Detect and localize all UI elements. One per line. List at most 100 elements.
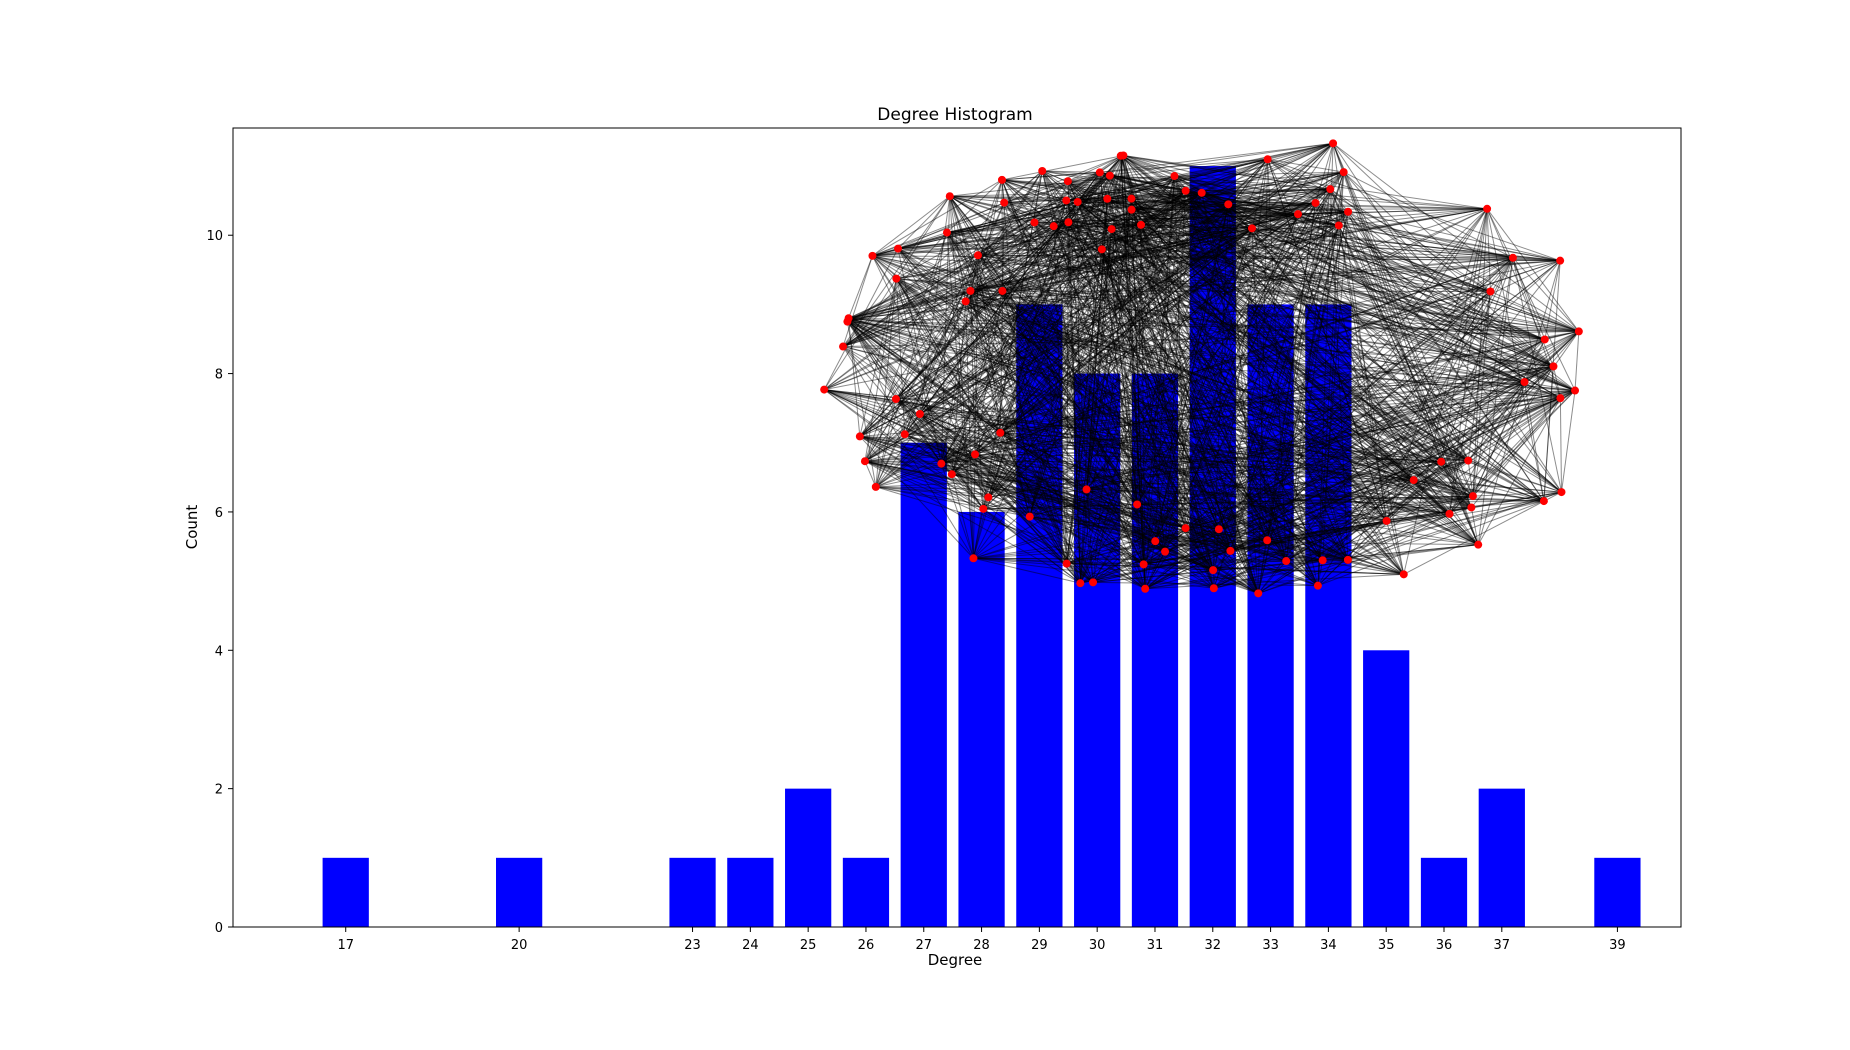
network-edge bbox=[1131, 198, 1442, 463]
network-node bbox=[1483, 204, 1492, 213]
network-edge bbox=[1227, 203, 1562, 493]
network-edge bbox=[1164, 397, 1561, 553]
network-edge bbox=[1033, 222, 1146, 589]
network-edge bbox=[1068, 155, 1124, 223]
network-edge bbox=[1004, 175, 1110, 204]
network-node bbox=[915, 409, 924, 418]
network-edge bbox=[974, 227, 1253, 455]
network-edge bbox=[1137, 460, 1469, 505]
network-edge bbox=[872, 158, 1268, 257]
network-edge bbox=[1185, 190, 1405, 575]
network-edge bbox=[1001, 179, 1576, 392]
network-edge bbox=[970, 211, 1349, 292]
network-edge bbox=[1140, 224, 1146, 589]
network-edge bbox=[946, 232, 1003, 292]
network-edge bbox=[1185, 190, 1469, 461]
network-edge bbox=[970, 208, 1488, 292]
network-edge bbox=[1120, 155, 1287, 562]
network-edge bbox=[904, 201, 1079, 435]
network-edge bbox=[1472, 397, 1561, 497]
network-edge bbox=[847, 321, 1474, 497]
network-edge bbox=[1140, 188, 1331, 226]
network-node bbox=[1062, 559, 1071, 568]
network-edge bbox=[1144, 365, 1554, 590]
network-edge bbox=[823, 228, 1112, 391]
network-edge bbox=[842, 158, 1268, 347]
network-edge bbox=[1140, 202, 1316, 226]
network-edge bbox=[951, 474, 974, 559]
network-edge bbox=[977, 254, 1231, 552]
network-edge bbox=[970, 290, 1554, 367]
network-edge bbox=[859, 435, 1479, 546]
network-edge bbox=[1467, 366, 1554, 461]
network-edge bbox=[848, 317, 1186, 529]
network-edge bbox=[1155, 513, 1450, 542]
network-edge bbox=[974, 290, 1003, 455]
network-edge bbox=[1107, 198, 1576, 392]
network-edge bbox=[1001, 290, 1145, 565]
network-edge bbox=[895, 290, 1003, 400]
network-edge bbox=[1329, 189, 1340, 226]
network-edge bbox=[941, 463, 1144, 565]
network-edge bbox=[1004, 180, 1069, 204]
network-edge bbox=[895, 248, 1103, 400]
network-edge bbox=[1101, 198, 1108, 250]
x-tick-label: 27 bbox=[915, 938, 932, 953]
network-edge bbox=[1386, 208, 1488, 522]
network-edge bbox=[823, 175, 1111, 391]
network-edge bbox=[965, 300, 1554, 367]
network-edge bbox=[973, 557, 1081, 584]
network-edge bbox=[864, 460, 1442, 463]
network-edge bbox=[919, 227, 1253, 415]
network-edge bbox=[1123, 154, 1339, 226]
network-edge bbox=[1486, 208, 1576, 391]
network-edge bbox=[847, 321, 1576, 392]
network-edge bbox=[898, 248, 1102, 250]
network-edge bbox=[1212, 539, 1268, 571]
network-edge bbox=[1131, 198, 1472, 508]
network-edge bbox=[848, 317, 1031, 517]
network-edge bbox=[1122, 155, 1405, 575]
network-edge bbox=[1155, 390, 1576, 542]
network-edge bbox=[1000, 390, 1576, 434]
network-edge bbox=[1029, 365, 1554, 518]
network-edge bbox=[949, 195, 1078, 203]
network-edge bbox=[1317, 291, 1491, 586]
network-edge bbox=[1086, 488, 1259, 594]
network-edge bbox=[1228, 203, 1488, 210]
bar-degree-37 bbox=[1478, 788, 1525, 927]
network-edge bbox=[946, 232, 1156, 542]
network-node bbox=[1151, 537, 1160, 546]
network-edge bbox=[1338, 225, 1479, 545]
network-edge bbox=[1002, 192, 1202, 292]
network-edge bbox=[977, 222, 1035, 256]
network-edge bbox=[895, 278, 1001, 434]
network-edge bbox=[1201, 192, 1491, 292]
network-edge bbox=[1053, 225, 1561, 262]
network-edge bbox=[1164, 551, 1214, 571]
x-tick-label: 17 bbox=[337, 938, 354, 953]
network-edge bbox=[1201, 192, 1562, 493]
network-edge bbox=[1297, 213, 1580, 332]
network-edge bbox=[848, 317, 1001, 434]
network-edge bbox=[1185, 257, 1514, 529]
network-edge bbox=[941, 260, 1561, 465]
network-edge bbox=[1338, 172, 1345, 226]
network-edge bbox=[1155, 528, 1219, 542]
network-node bbox=[1556, 256, 1565, 265]
x-tick-label: 28 bbox=[973, 938, 990, 953]
network-node bbox=[947, 470, 956, 479]
network-edge bbox=[1002, 208, 1488, 292]
network-edge bbox=[1131, 198, 1339, 226]
network-edge bbox=[1109, 175, 1579, 332]
network-edge bbox=[1002, 158, 1268, 292]
network-edge bbox=[970, 290, 1405, 575]
bar-degree-29 bbox=[1016, 304, 1063, 927]
network-edge bbox=[1490, 291, 1580, 332]
network-edge bbox=[1143, 188, 1331, 565]
network-edge bbox=[872, 142, 1334, 257]
network-edge bbox=[1267, 513, 1450, 541]
network-edge bbox=[847, 321, 1404, 575]
network-edge bbox=[1477, 397, 1561, 545]
network-edge bbox=[875, 330, 1579, 488]
